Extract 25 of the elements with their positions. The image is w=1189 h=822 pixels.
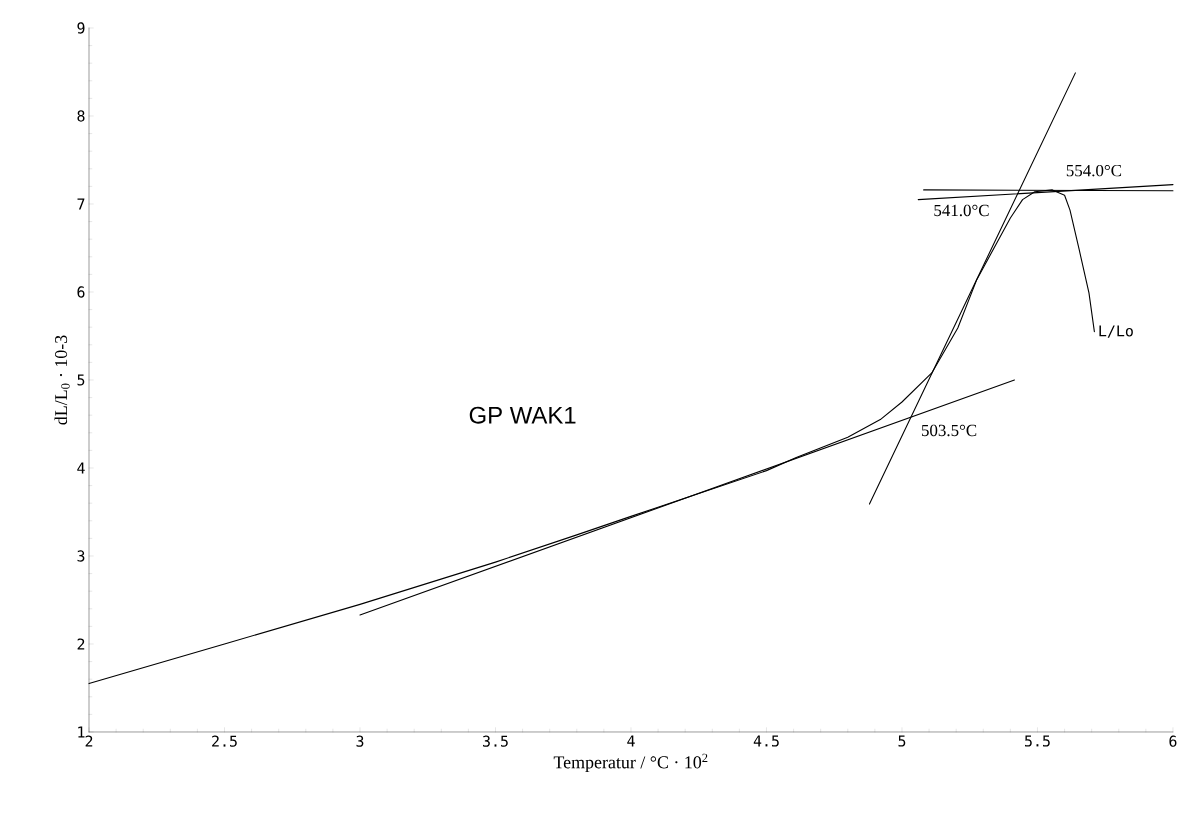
y-axis-title: dL/L$_{0}$ · 10-3 [54, 335, 70, 425]
x-axis-title: Temperatur / °C · 10$^{2}$ [553, 753, 708, 773]
y-tick-label: 9 [77, 22, 85, 34]
x-tick-label: 5.5 [1025, 735, 1050, 747]
y-tick-label: 7 [77, 198, 85, 210]
y-tick-label: 8 [77, 110, 85, 122]
y-tick-label: 6 [77, 286, 85, 298]
annotation: 554.0°C [1066, 164, 1122, 177]
annotation: 541.0°C [934, 204, 989, 217]
x-tick-label: 4.5 [753, 735, 779, 747]
x-tick-label: 3 [356, 735, 364, 747]
x-tick-label: 3.5 [483, 735, 508, 747]
y-tick-label: 1 [78, 726, 85, 738]
y-tick-label: 2 [77, 638, 85, 650]
x-tick-label: 5 [898, 735, 906, 747]
series-label: L/Lo [1099, 325, 1133, 338]
x-tick-label: 6 [1169, 735, 1177, 747]
annotation: GP WAK1 [469, 406, 576, 424]
x-tick-label: 2 [85, 735, 93, 747]
y-tick-label: 3 [77, 550, 85, 562]
x-tick-label: 2.5 [212, 735, 237, 747]
x-tick-label: 4 [627, 735, 635, 747]
y-tick-label: 4 [77, 462, 85, 474]
annotation: 503.5°C [921, 424, 977, 437]
y-tick-label: 5 [77, 374, 85, 386]
